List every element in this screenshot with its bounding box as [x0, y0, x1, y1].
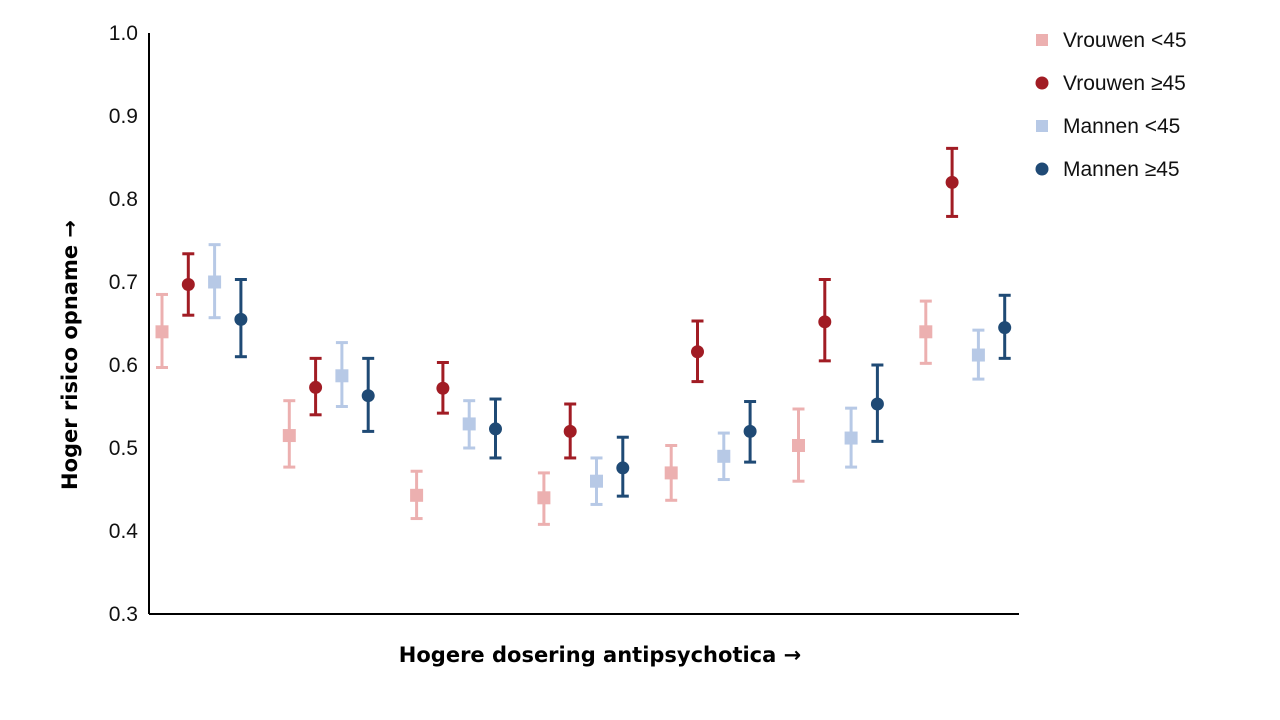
y-tick-label: 0.5: [109, 437, 138, 460]
legend-marker-circle: [1035, 76, 1049, 90]
legend-label: Vrouwen ≥45: [1063, 72, 1186, 95]
legend-label: Mannen ≥45: [1063, 158, 1180, 181]
y-tick-label: 0.7: [109, 271, 138, 294]
data-point-square: [844, 431, 858, 445]
legend-item: Mannen ≥45: [1035, 158, 1180, 181]
data-marks: [155, 146, 1012, 526]
data-point-circle: [616, 461, 630, 475]
data-point-square: [155, 325, 169, 339]
legend-marker-square: [1036, 34, 1048, 46]
data-point-square: [282, 429, 296, 443]
legend-marker-square: [1036, 120, 1048, 132]
data-point-circle: [234, 312, 248, 326]
data-point-square: [717, 449, 731, 463]
data-point-circle: [436, 381, 450, 395]
x-axis-title: Hogere dosering antipsychotica →: [399, 643, 801, 667]
data-point-circle: [563, 424, 577, 438]
data-point-square: [410, 488, 424, 502]
data-point-square: [919, 325, 933, 339]
data-point-square: [590, 474, 603, 488]
y-tick-labels: 0.3 0.4 0.5 0.6 0.7 0.8 0.9 1.0: [109, 22, 139, 626]
data-point-square: [462, 417, 476, 431]
legend-marker-circle: [1035, 162, 1049, 176]
data-point-circle: [870, 397, 884, 411]
axes: [148, 33, 1019, 615]
y-tick-label: 0.8: [109, 188, 138, 211]
legend-item: Mannen <45: [1036, 115, 1180, 138]
data-point-circle: [361, 389, 375, 403]
y-tick-label: 0.6: [109, 354, 138, 377]
data-point-circle: [309, 380, 323, 394]
y-axis-title: Hoger risico opname →: [58, 220, 82, 490]
legend: Vrouwen <45 Vrouwen ≥45 Mannen <45 Mannen ≥…: [1035, 29, 1187, 181]
y-tick-label: 0.3: [109, 603, 138, 626]
data-point-square: [971, 348, 985, 362]
data-point-square: [792, 439, 805, 453]
legend-label: Mannen <45: [1063, 115, 1180, 138]
y-tick-label: 0.4: [109, 520, 139, 543]
legend-item: Vrouwen <45: [1036, 29, 1187, 52]
data-point-circle: [818, 315, 832, 329]
legend-label: Vrouwen <45: [1063, 29, 1187, 52]
data-point-circle: [489, 422, 502, 436]
data-point-circle: [998, 321, 1012, 335]
data-point-circle: [945, 175, 959, 189]
y-tick-label: 0.9: [109, 105, 138, 128]
data-point-circle: [691, 345, 704, 359]
data-point-circle: [743, 424, 757, 438]
data-point-square: [335, 369, 349, 383]
data-point-square: [664, 466, 678, 480]
y-tick-label: 1.0: [109, 22, 138, 45]
legend-item: Vrouwen ≥45: [1035, 72, 1186, 95]
data-point-square: [208, 275, 222, 289]
data-point-circle: [181, 277, 195, 291]
data-point-square: [537, 491, 551, 505]
